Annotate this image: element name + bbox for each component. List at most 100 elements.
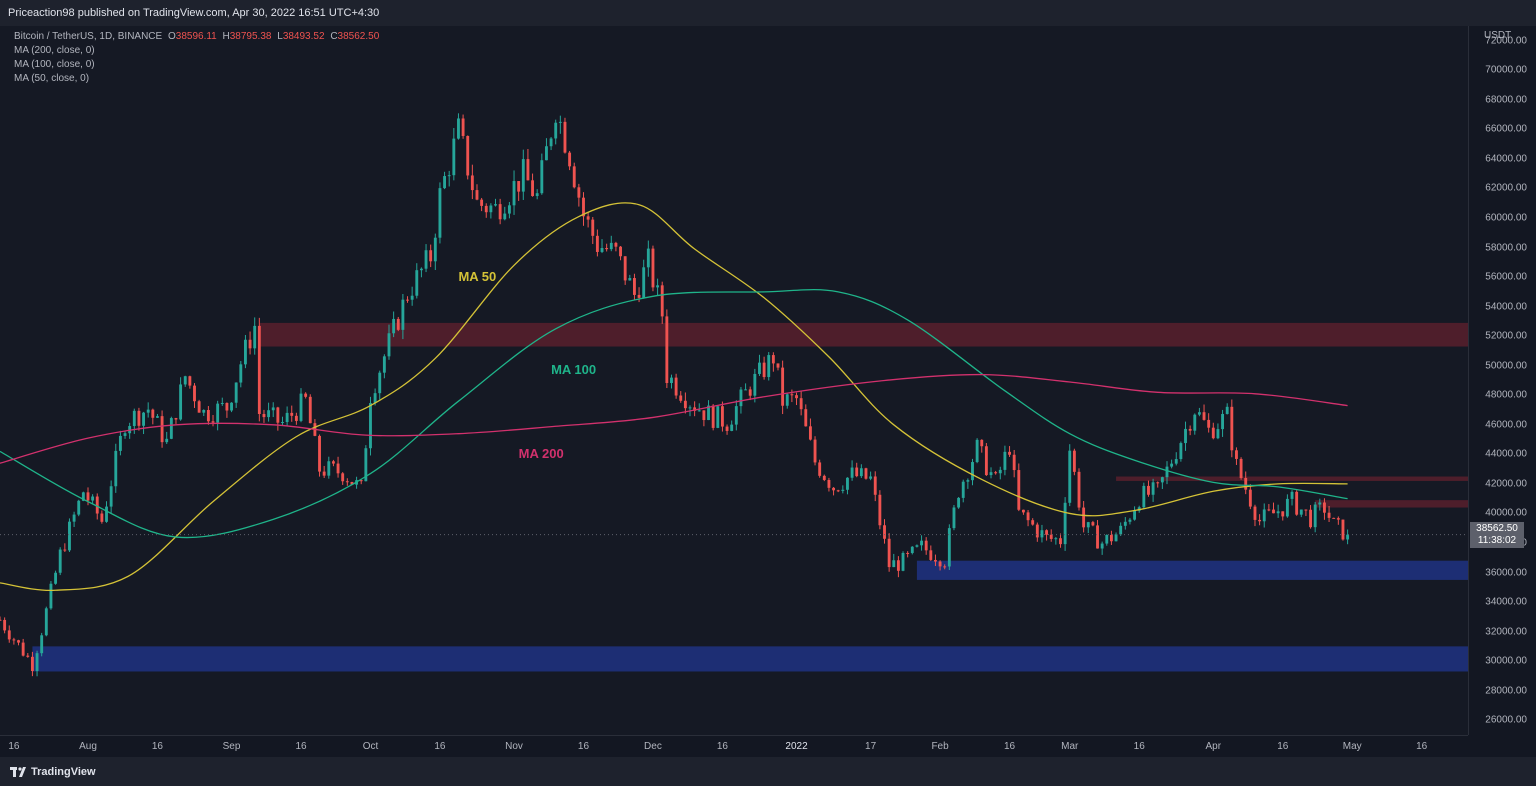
candle xyxy=(873,471,877,502)
candle xyxy=(1221,409,1224,437)
candle xyxy=(1021,509,1025,515)
candle-body xyxy=(512,181,516,206)
zone-support-2 xyxy=(32,646,1468,672)
candle xyxy=(1281,511,1285,521)
candle-body xyxy=(1035,524,1039,538)
candle xyxy=(980,439,984,453)
candle xyxy=(813,436,817,466)
candle-body xyxy=(447,175,451,177)
candle xyxy=(799,391,803,416)
candle xyxy=(1156,481,1160,488)
price-axis[interactable]: 26000.00 28000.00 30000.00 32000.00 34000.00… xyxy=(1468,26,1536,735)
candle xyxy=(401,294,405,340)
candle-body xyxy=(457,118,460,139)
candle-body xyxy=(304,393,308,397)
candle-body xyxy=(994,472,998,474)
candle xyxy=(646,240,650,277)
y-tick-label: 32000.00 xyxy=(1485,626,1527,638)
candle-body xyxy=(707,405,710,421)
candle-body xyxy=(665,316,669,384)
x-tick-label: Feb xyxy=(931,741,949,752)
candle-body xyxy=(1174,459,1178,464)
candle-body xyxy=(132,410,136,427)
candle-body xyxy=(605,248,609,250)
candle-body xyxy=(137,410,141,426)
candle-body xyxy=(531,180,534,197)
candle-body xyxy=(1184,428,1187,444)
candle xyxy=(21,638,25,657)
candle-body xyxy=(651,248,655,288)
candle xyxy=(276,406,280,431)
candle-body xyxy=(220,402,224,404)
candle xyxy=(387,324,391,360)
candle xyxy=(1341,519,1345,541)
candle xyxy=(1239,457,1243,480)
candle xyxy=(1003,445,1007,476)
candle xyxy=(142,411,145,435)
candle-body xyxy=(21,642,25,656)
candle xyxy=(1272,502,1275,514)
x-tick-label: Dec xyxy=(644,741,662,752)
candle-body xyxy=(216,403,220,423)
candle xyxy=(1244,471,1248,495)
candle xyxy=(193,383,196,408)
candle xyxy=(1012,449,1016,478)
candle-body xyxy=(197,401,201,413)
price-chart[interactable] xyxy=(0,26,1468,735)
candle xyxy=(146,402,150,418)
candle xyxy=(63,543,67,552)
candle xyxy=(1045,529,1049,541)
candle-body xyxy=(331,461,335,464)
candle-body xyxy=(1151,482,1155,495)
candle-body xyxy=(322,471,326,476)
candle xyxy=(0,616,2,621)
legend-ma200[interactable]: MA (200, close, 0) xyxy=(14,45,95,56)
candle-body xyxy=(813,439,817,463)
candle xyxy=(1091,520,1095,527)
candle-body xyxy=(734,406,738,425)
candle xyxy=(1017,463,1021,512)
y-tick-label: 44000.00 xyxy=(1485,448,1527,460)
candle xyxy=(1165,461,1169,485)
candle-body xyxy=(100,513,104,522)
candle-body xyxy=(327,461,331,476)
candle xyxy=(776,363,780,371)
candle xyxy=(308,394,312,424)
candle xyxy=(1040,524,1044,543)
candle-body xyxy=(109,486,113,507)
candle xyxy=(369,396,372,456)
candle xyxy=(406,296,409,303)
candle xyxy=(475,184,479,201)
candle xyxy=(943,564,947,570)
candle xyxy=(1248,484,1252,510)
chart-area[interactable]: MA 50 MA 100 MA 200 xyxy=(0,26,1468,735)
candle xyxy=(461,114,465,139)
candle-body xyxy=(151,409,155,418)
candle xyxy=(1063,497,1067,551)
candle xyxy=(438,182,442,244)
candle-body xyxy=(498,204,502,220)
time-axis[interactable]: 16 Aug 16 Sep 16 Oct 16 Nov 16 Dec 16 2022 17 Feb 16 Ma… xyxy=(0,735,1468,758)
candle-body xyxy=(244,339,247,365)
legend-ma100[interactable]: MA (100, close, 0) xyxy=(14,59,95,70)
candle-body xyxy=(674,377,678,396)
candle xyxy=(605,243,609,252)
candle xyxy=(725,424,729,435)
brand[interactable]: TradingView xyxy=(10,766,96,778)
candle xyxy=(262,409,266,423)
candle xyxy=(1147,480,1150,497)
candle-body xyxy=(429,250,433,262)
candle xyxy=(160,410,164,448)
candle-body xyxy=(1304,509,1308,511)
candle xyxy=(1109,530,1113,545)
candle-body xyxy=(586,216,590,220)
candle-body xyxy=(1272,509,1275,514)
candle-body xyxy=(582,197,585,217)
candle xyxy=(480,197,484,212)
candle xyxy=(679,391,683,403)
candle-body xyxy=(1262,509,1266,522)
candle-body xyxy=(1225,406,1229,414)
candle-body xyxy=(489,205,493,213)
candle xyxy=(1327,505,1331,522)
legend-ma50[interactable]: MA (50, close, 0) xyxy=(14,73,90,84)
